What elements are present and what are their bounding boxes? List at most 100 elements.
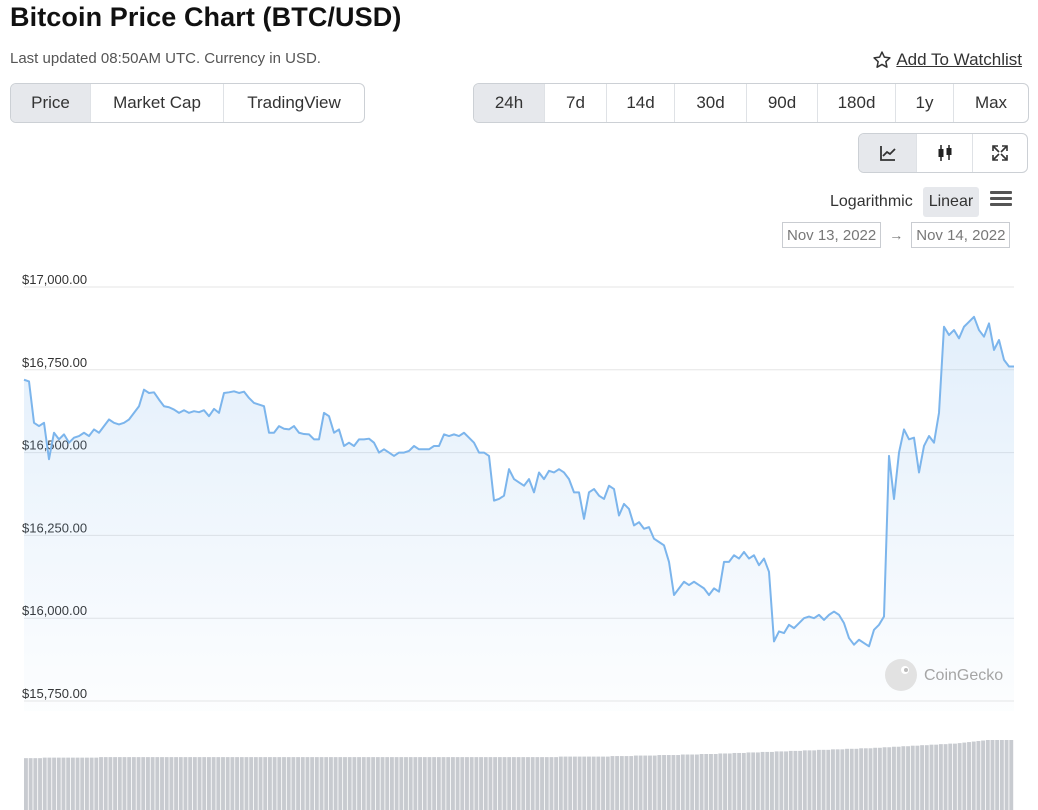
expand-icon: [992, 145, 1008, 161]
star-icon: [873, 51, 891, 68]
volume-bar: [732, 752, 737, 810]
volume-bar: [774, 751, 779, 810]
scale-logarithmic[interactable]: Logarithmic: [830, 193, 913, 210]
volume-bar: [535, 757, 540, 810]
watermark-text: CoinGecko: [924, 667, 1003, 684]
candlestick-button[interactable]: [917, 134, 973, 172]
volume-bar: [141, 757, 146, 810]
volume-bar: [436, 757, 441, 810]
volume-bar: [746, 752, 751, 810]
range-30d[interactable]: 30d: [675, 84, 747, 122]
tab-price[interactable]: Price: [11, 84, 91, 122]
volume-bar: [333, 757, 338, 810]
volume-bar: [868, 748, 873, 810]
volume-bar: [967, 742, 971, 810]
volume-bar: [493, 757, 498, 810]
volume-bar: [225, 757, 230, 810]
volume-bar: [277, 757, 282, 810]
volume-bar: [385, 757, 390, 810]
y-tick-label: $17,000.00: [22, 272, 87, 287]
tab-tradingview[interactable]: TradingView: [247, 93, 341, 112]
volume-bar: [413, 757, 418, 810]
tab-market-cap[interactable]: Market Cap: [91, 84, 224, 122]
volume-bar: [441, 757, 446, 810]
volume-bar: [352, 757, 357, 810]
price-chart[interactable]: $17,000.00$16,750.00$16,500.00$16,250.00…: [0, 255, 1038, 810]
range-24h[interactable]: 24h: [474, 84, 545, 122]
hamburger-menu-icon[interactable]: [990, 188, 1012, 210]
volume-bar: [361, 757, 366, 810]
range-180d[interactable]: 180d: [818, 84, 896, 122]
volume-bar: [948, 743, 953, 810]
date-to-input[interactable]: Nov 14, 2022: [911, 222, 1011, 248]
volume-bar: [244, 757, 249, 810]
volume-bar: [802, 750, 807, 810]
volume-bar: [183, 757, 188, 810]
volume-bar: [704, 754, 709, 810]
volume-bar: [239, 757, 244, 810]
volume-bar: [221, 757, 225, 810]
volume-bar: [741, 752, 746, 810]
volume-bar: [718, 753, 723, 810]
volume-bar: [976, 741, 981, 810]
volume-bar: [460, 757, 465, 810]
volume-bar: [380, 757, 385, 810]
volume-bar: [901, 746, 906, 810]
volume-bar: [694, 754, 699, 810]
volume-bar: [108, 757, 113, 810]
volume-bar: [150, 757, 155, 810]
range-1y[interactable]: 1y: [896, 84, 954, 122]
volume-bar: [371, 757, 376, 810]
volume-bar: [971, 741, 976, 810]
range-14d[interactable]: 14d: [607, 84, 675, 122]
volume-bar: [61, 757, 66, 810]
volume-bar: [558, 756, 563, 810]
volume-bar: [530, 757, 535, 810]
range-max[interactable]: Max: [974, 93, 1008, 112]
volume-bar: [582, 756, 587, 810]
line-chart-button[interactable]: [859, 134, 917, 172]
volume-bar: [910, 745, 915, 810]
range-7d[interactable]: 7d: [545, 84, 607, 122]
volume-bar: [155, 757, 160, 810]
volume-bar: [507, 757, 512, 810]
volume-bar: [713, 754, 718, 810]
volume-bar: [33, 758, 38, 810]
volume-bar: [145, 757, 150, 810]
volume-bar: [113, 757, 118, 810]
volume-bar: [788, 750, 793, 810]
volume-bar: [314, 757, 319, 810]
volume-bar: [469, 757, 474, 810]
volume-bar: [249, 757, 254, 810]
volume-bar: [366, 757, 371, 810]
volume-bar: [638, 755, 643, 810]
range-90d[interactable]: 90d: [747, 84, 818, 122]
volume-bar: [755, 752, 760, 810]
chart-tool-buttons: [858, 133, 1028, 173]
fullscreen-button[interactable]: [973, 134, 1027, 172]
volume-bar: [962, 742, 967, 810]
watchlist-label: Add To Watchlist: [896, 50, 1022, 69]
volume-bar: [38, 758, 42, 810]
volume-bar: [896, 746, 901, 810]
date-from-input[interactable]: Nov 13, 2022: [782, 222, 882, 248]
volume-bar: [873, 747, 878, 810]
volume-bar: [99, 757, 103, 810]
volume-bar: [784, 751, 788, 810]
volume-bar: [160, 757, 164, 810]
volume-bar: [554, 757, 559, 810]
volume-bar: [272, 757, 277, 810]
volume-bar: [479, 757, 484, 810]
add-to-watchlist-link[interactable]: Add To Watchlist: [872, 50, 1022, 70]
volume-bar: [624, 756, 629, 810]
volume-bar: [920, 745, 925, 810]
volume-bar: [66, 757, 71, 810]
volume-bar: [981, 740, 986, 810]
coingecko-watermark: CoinGecko: [885, 659, 1003, 691]
volume-bar: [516, 757, 521, 810]
volume-bar: [52, 757, 57, 810]
scale-linear[interactable]: Linear: [922, 187, 980, 217]
volume-bar: [816, 749, 821, 810]
volume-bar: [324, 757, 329, 810]
volume-bar: [483, 757, 488, 810]
